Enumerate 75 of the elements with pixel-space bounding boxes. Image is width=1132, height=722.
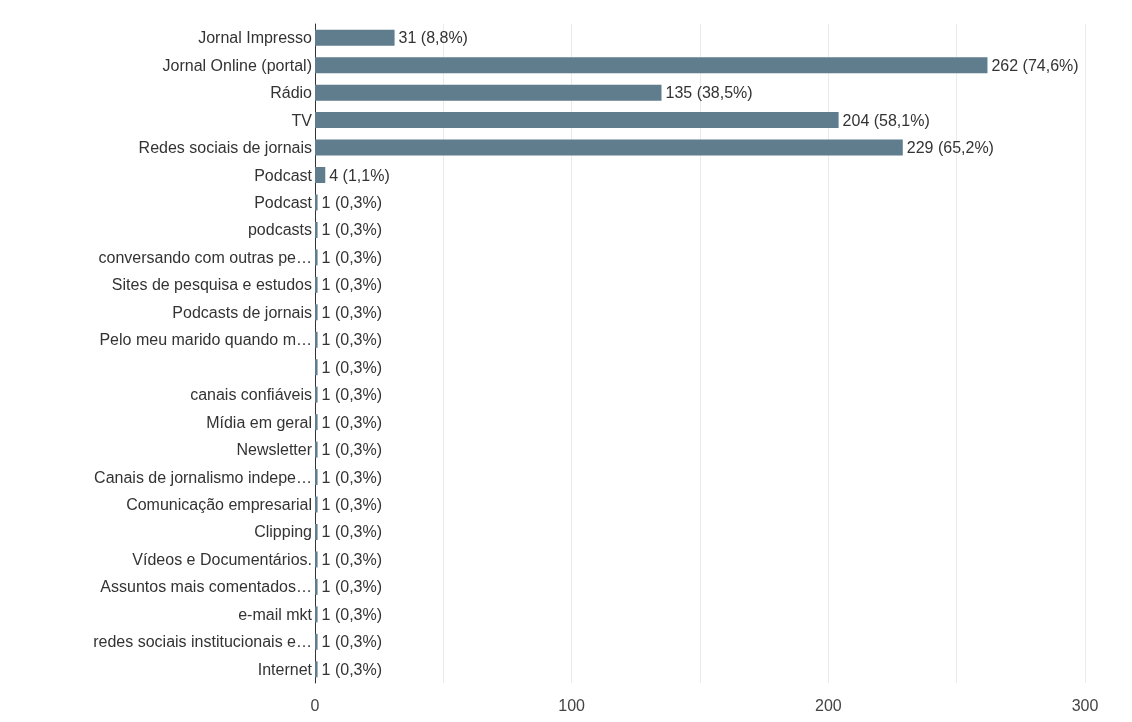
bar [315,359,318,376]
bar [315,221,318,238]
bar [315,304,318,321]
y-tick-label: Internet [257,660,313,678]
y-tick-label: Podcasts de jornais [172,303,312,321]
data-label: 1 (0,3%) [321,276,383,294]
bar [315,57,988,74]
y-tick-label: Vídeos e Documentários. [132,550,312,568]
y-tick-label: Jornal Online (portal) [162,56,312,74]
y-tick-label: Comunicação empresarial [126,496,312,514]
bar [315,551,318,568]
bar [315,194,318,211]
data-label: 1 (0,3%) [321,221,383,239]
y-tick-label: Jornal Impresso [198,29,313,47]
y-tick-label: Canais de jornalismo indepe… [94,468,312,486]
data-label: 1 (0,3%) [321,358,383,376]
bar [315,386,318,403]
bar [315,112,839,129]
data-label: 1 (0,3%) [321,523,383,541]
data-label: 1 (0,3%) [321,605,383,623]
y-tick-label: canais confiáveis [190,386,312,404]
data-label: 1 (0,3%) [321,578,383,596]
y-tick-label: e-mail mkt [238,605,313,623]
bar [315,661,318,678]
y-tick-label: redes sociais institucionais e… [93,633,312,651]
y-tick-label: Rádio [270,84,313,102]
bar [315,414,318,431]
data-label: 135 (38,5%) [665,84,753,102]
bar [315,441,318,458]
data-label: 1 (0,3%) [321,248,383,266]
y-tick-label: Sites de pesquisa e estudos [111,276,312,294]
y-tick-label: Newsletter [236,441,313,459]
y-tick-label: TV [291,111,313,129]
y-tick-label: Podcast [254,193,313,211]
y-tick-label: conversando com outras pe… [98,248,312,266]
y-tick-label: Assuntos mais comentados… [100,578,312,596]
bar [315,633,318,650]
data-label: 1 (0,3%) [321,413,383,431]
bar [315,276,318,293]
y-tick-label: Redes sociais de jornais [138,139,312,157]
data-label: 204 (58,1%) [842,111,930,129]
bar [315,84,662,101]
bar [315,578,318,595]
data-label: 1 (0,3%) [321,441,383,459]
bar [315,29,395,46]
x-tick-label: 300 [1071,696,1099,714]
bar [315,249,318,266]
y-tick-label: Pelo meu marido quando m… [99,331,312,349]
data-label: 4 (1,1%) [329,166,390,184]
data-label: 1 (0,3%) [321,496,383,514]
bar [315,523,318,540]
x-tick-label: 0 [310,696,320,714]
bar [315,496,318,513]
data-label: 31 (8,8%) [398,29,468,47]
bar [315,469,318,486]
data-label: 1 (0,3%) [321,633,383,651]
y-tick-label: Podcast [254,166,313,184]
data-label: 1 (0,3%) [321,660,383,678]
y-tick-label: Mídia em geral [206,413,312,431]
bar [315,331,318,348]
data-label: 1 (0,3%) [321,386,383,404]
data-label: 1 (0,3%) [321,468,383,486]
data-label: 262 (74,6%) [991,56,1079,74]
x-tick-label: 100 [558,696,586,714]
y-tick-label: Clipping [254,523,312,541]
bar [315,139,903,156]
data-label: 229 (65,2%) [906,139,994,157]
data-label: 1 (0,3%) [321,331,383,349]
y-tick-label: podcasts [247,221,312,239]
bar [315,606,318,623]
data-label: 1 (0,3%) [321,550,383,568]
data-label: 1 (0,3%) [321,193,383,211]
bar [315,167,326,184]
data-label: 1 (0,3%) [321,303,383,321]
x-tick-label: 200 [814,696,842,714]
